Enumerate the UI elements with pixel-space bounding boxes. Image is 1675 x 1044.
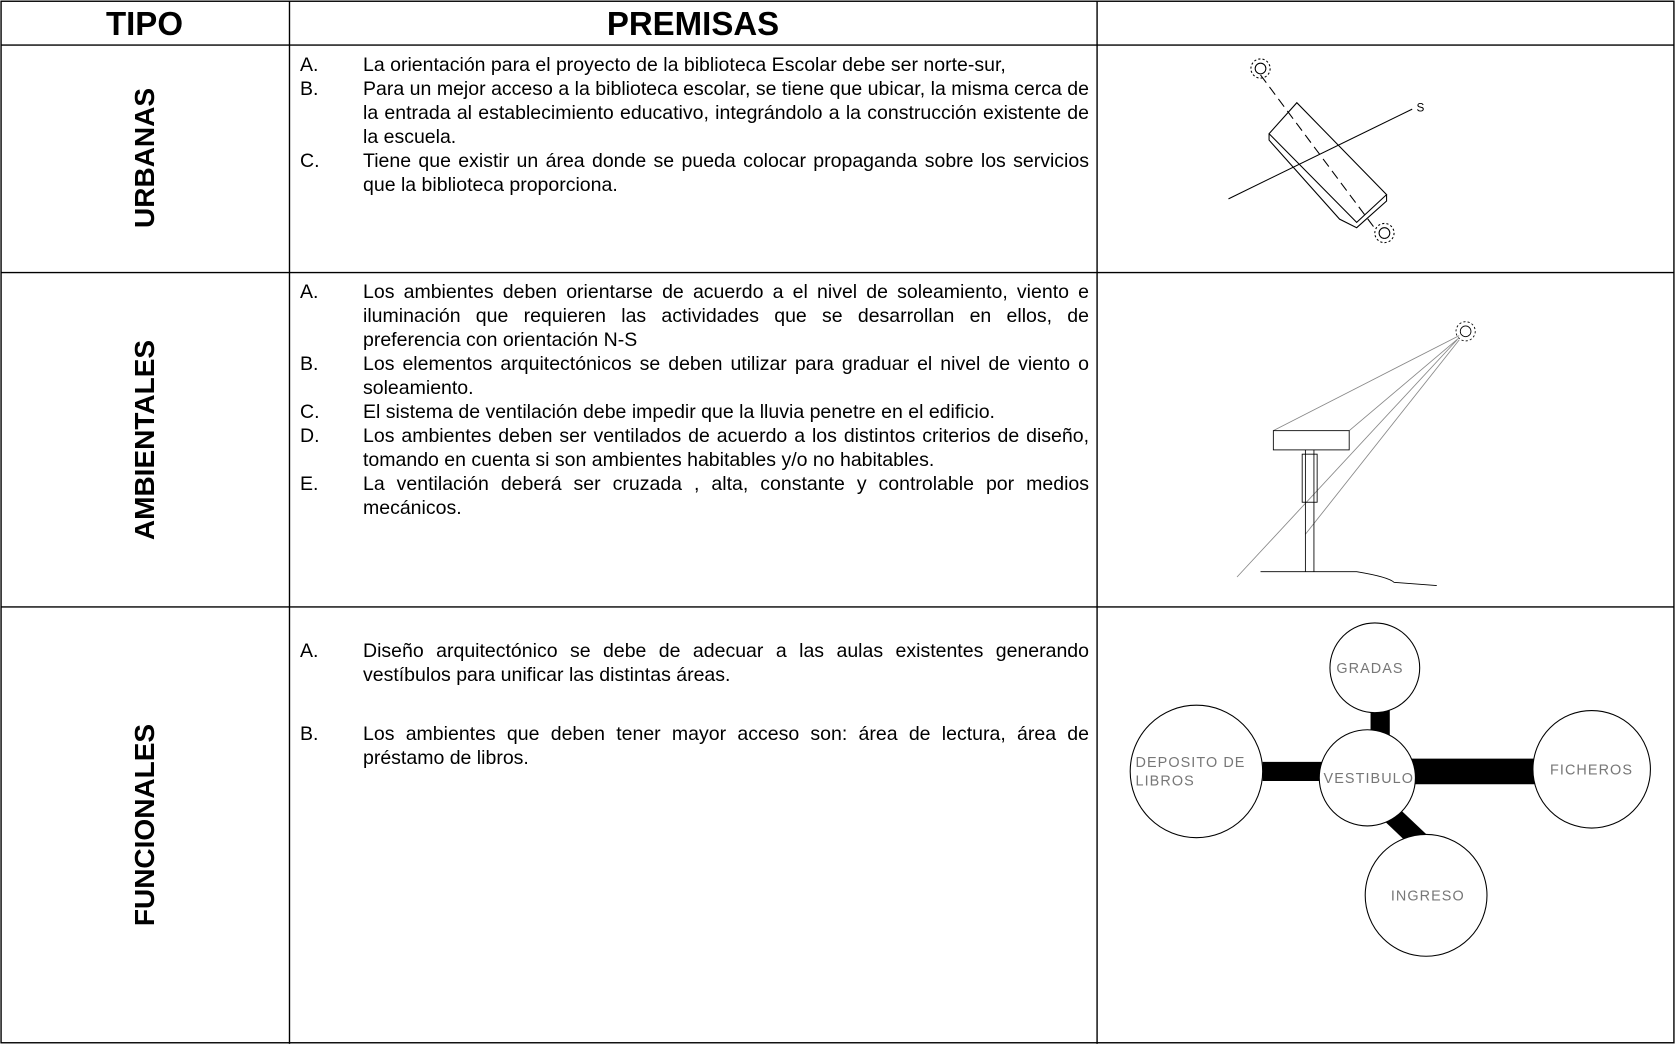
premise-text: El sistema de ventilación debe impedir q…: [363, 401, 995, 423]
premise: A. Los ambientes deben orientarse de acue…: [300, 280, 1089, 352]
premise-list: A. Los ambientes deben orientarse de acue…: [300, 280, 1089, 520]
premise-text: La ventilación deberá ser cruzada , alta…: [363, 473, 1089, 519]
premise: E. La ventilación deberá ser cruzada , al…: [300, 472, 1089, 520]
premise-letter: C.: [300, 150, 320, 172]
premise: A. Diseño arquitectónico se debe de adecu…: [300, 639, 1089, 687]
node-label: VESTIBULO: [1324, 771, 1414, 787]
node-label: GRADAS: [1336, 661, 1403, 677]
node-label: LIBROS: [1136, 773, 1195, 789]
row-type: URBANAS: [129, 88, 160, 228]
premise-letter: A.: [300, 640, 319, 662]
premise-letter: A.: [300, 281, 319, 303]
premise-letter: A.: [300, 54, 319, 76]
premise: C. El sistema de ventilación debe impedir…: [300, 400, 1089, 424]
premise: D. Los ambientes deben ser ventilados de …: [300, 424, 1089, 472]
premise: C. Tiene que existir un área donde se pue…: [300, 149, 1089, 197]
premise: B. Para un mejor acceso a la biblioteca e…: [300, 77, 1089, 149]
row-type: AMBIENTALES: [129, 339, 160, 541]
orientation-label: S: [1416, 101, 1424, 114]
functional-diagram: GRADAS DEPOSITO DE LIBROS VESTIBULO FICH…: [1129, 622, 1651, 957]
premise-letter: C.: [300, 401, 320, 423]
premise-list: A. La orientación para el proyecto de la …: [300, 53, 1089, 197]
column-header: TIPO: [105, 5, 183, 42]
premise: B. Los ambientes que deben tener mayor ac…: [300, 722, 1089, 770]
node-label: INGRESO: [1391, 889, 1465, 905]
column-header: PREMISAS: [606, 5, 780, 42]
premise-letter: B.: [300, 353, 319, 375]
premise-letter: D.: [300, 425, 320, 447]
urban-sketch: S: [1228, 58, 1424, 244]
premise-text: Los ambientes que deben tener mayor acce…: [363, 723, 1089, 769]
premise: B. Los elementos arquitectónicos se deben…: [300, 352, 1089, 400]
premise-text: Los ambientes deben ser ventilados de ac…: [363, 425, 1089, 471]
premise-text: Para un mejor acceso a la biblioteca esc…: [363, 78, 1089, 148]
premise-text: Los ambientes deben orientarse de acuerd…: [363, 281, 1089, 351]
node-label: FICHEROS: [1550, 763, 1633, 779]
node-label: DEPOSITO DE: [1136, 755, 1246, 771]
premise: A. La orientación para el proyecto de la …: [300, 53, 1089, 77]
premise-letter: E.: [300, 473, 319, 495]
premise-text: Diseño arquitectónico se debe de adecuar…: [363, 640, 1089, 686]
premise-text: La orientación para el proyecto de la bi…: [363, 54, 1006, 76]
premise-text: Los elementos arquitectónicos se deben u…: [363, 353, 1089, 399]
premise-list: A. Diseño arquitectónico se debe de adecu…: [300, 639, 1089, 805]
premise-letter: B.: [300, 723, 319, 745]
ambient-sketch: [1236, 321, 1476, 586]
premise-text: Tiene que existir un área donde se pueda…: [363, 150, 1089, 196]
row-type: FUNCIONALES: [129, 723, 160, 927]
premise-letter: B.: [300, 78, 319, 100]
